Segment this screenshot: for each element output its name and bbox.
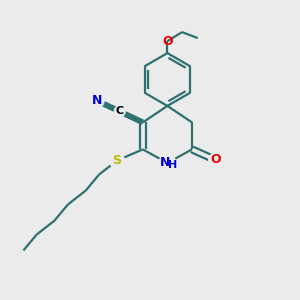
- Circle shape: [89, 93, 104, 108]
- Circle shape: [110, 153, 124, 168]
- Text: O: O: [162, 34, 173, 48]
- Circle shape: [209, 153, 222, 167]
- Text: H: H: [168, 160, 177, 170]
- Text: N: N: [92, 94, 102, 107]
- Text: C: C: [116, 106, 124, 116]
- Text: O: O: [210, 153, 221, 167]
- Text: N: N: [160, 156, 170, 170]
- Circle shape: [159, 154, 176, 171]
- Circle shape: [114, 106, 125, 117]
- Text: S: S: [112, 154, 122, 167]
